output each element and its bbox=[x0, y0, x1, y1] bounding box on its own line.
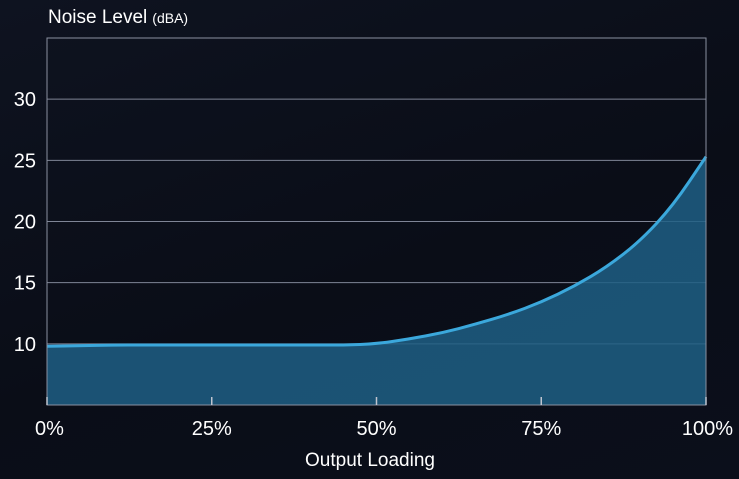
x-tick-label-1: 25% bbox=[192, 418, 232, 440]
y-tick-label-3: 25 bbox=[14, 150, 36, 172]
noise-series-line bbox=[46, 155, 708, 348]
chart-title-unit: (dBA) bbox=[152, 10, 188, 26]
x-tick-label-2: 50% bbox=[356, 418, 396, 440]
chart-title: Noise Level (dBA) bbox=[48, 7, 188, 28]
x-tick-label-3: 75% bbox=[521, 418, 561, 440]
y-tick-label-4: 30 bbox=[14, 89, 36, 111]
x-axis-ticks: 0% 25% 50% 75% 100% bbox=[35, 397, 733, 440]
x-tick-label-4: 100% bbox=[682, 418, 733, 440]
y-axis-ticks: 10 15 20 25 30 bbox=[14, 89, 36, 356]
noise-area-fill bbox=[47, 156, 706, 405]
x-tick-label-0: 0% bbox=[35, 418, 64, 440]
x-axis-label: Output Loading bbox=[305, 450, 435, 471]
chart-title-main: Noise Level bbox=[48, 7, 147, 28]
y-tick-label-0: 10 bbox=[14, 334, 36, 356]
y-tick-label-1: 15 bbox=[14, 273, 36, 295]
y-tick-label-2: 20 bbox=[14, 212, 36, 234]
